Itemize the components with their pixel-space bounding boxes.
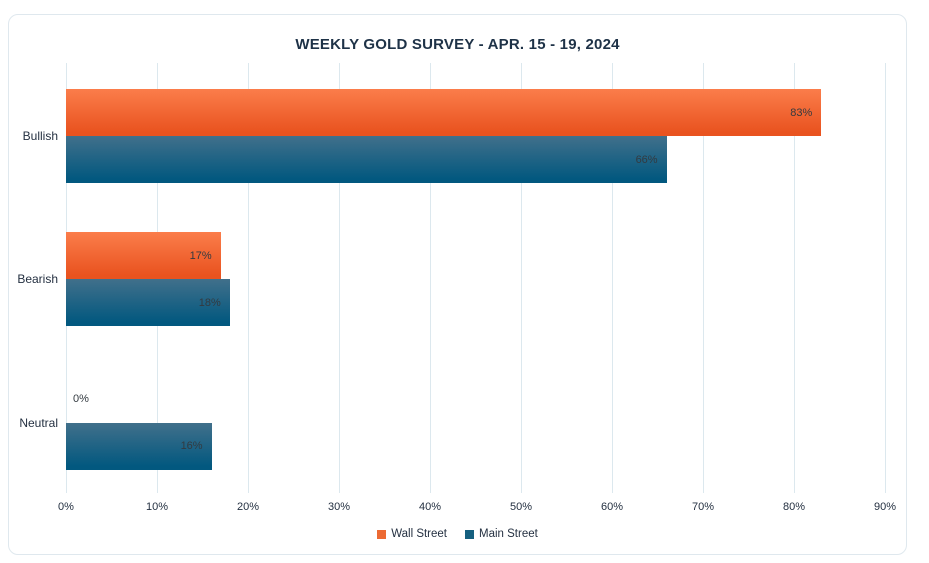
data-label-wall-street-bullish: 83%	[790, 106, 813, 119]
gridline-80%	[794, 63, 795, 493]
wall-street-swatch-icon	[377, 529, 387, 539]
legend-item-main-street: Main Street	[465, 528, 538, 540]
tick-label-90%: 90%	[873, 501, 897, 513]
data-label-main-street-neutral: 16%	[180, 440, 203, 453]
gridline-90%	[885, 63, 886, 493]
data-label-main-street-bearish: 18%	[198, 296, 221, 309]
bar-main-street-bullish: 66%	[66, 136, 667, 183]
bar-wall-street-bullish: 83%	[66, 89, 822, 136]
gridline-70%	[703, 63, 704, 493]
legend: Wall Street Main Street	[9, 528, 906, 540]
legend-label-wall-street: Wall Street	[391, 528, 447, 540]
gridline-50%	[521, 63, 522, 493]
category-label-bullish: Bullish	[22, 129, 58, 143]
chart-title: WEEKLY GOLD SURVEY - APR. 15 - 19, 2024	[295, 36, 620, 53]
tick-label-10%: 10%	[145, 501, 169, 513]
tick-label-0%: 0%	[58, 501, 74, 513]
bar-main-street-neutral: 16%	[66, 422, 212, 470]
tick-label-30%: 30%	[327, 501, 351, 513]
gridline-30%	[339, 63, 340, 493]
legend-label-main-street: Main Street	[479, 528, 538, 540]
legend-item-wall-street: Wall Street	[377, 528, 447, 540]
plot-area: 83% 66% 17% 18% 0% 16%	[66, 63, 886, 493]
tick-label-40%: 40%	[418, 501, 442, 513]
category-label-bearish: Bearish	[17, 272, 58, 287]
bar-wall-street-bearish: 17%	[66, 232, 221, 280]
tick-label-60%: 60%	[600, 501, 624, 513]
main-street-swatch-icon	[465, 529, 474, 539]
data-label-main-street-bullish: 66%	[635, 153, 658, 166]
category-label-neutral: Neutral	[19, 415, 58, 430]
data-label-wall-street-neutral: 0%	[73, 393, 89, 406]
gridline-20%	[248, 63, 249, 493]
tick-label-50%: 50%	[509, 501, 533, 513]
gridline-60%	[612, 63, 613, 493]
bar-main-street-bearish: 18%	[66, 279, 230, 327]
data-label-wall-street-bearish: 17%	[189, 249, 212, 262]
tick-label-80%: 80%	[782, 501, 806, 513]
tick-label-70%: 70%	[691, 501, 715, 513]
gridline-40%	[430, 63, 431, 493]
tick-label-20%: 20%	[236, 501, 260, 513]
chart-container: WEEKLY GOLD SURVEY - APR. 15 - 19, 2024 …	[8, 14, 907, 555]
